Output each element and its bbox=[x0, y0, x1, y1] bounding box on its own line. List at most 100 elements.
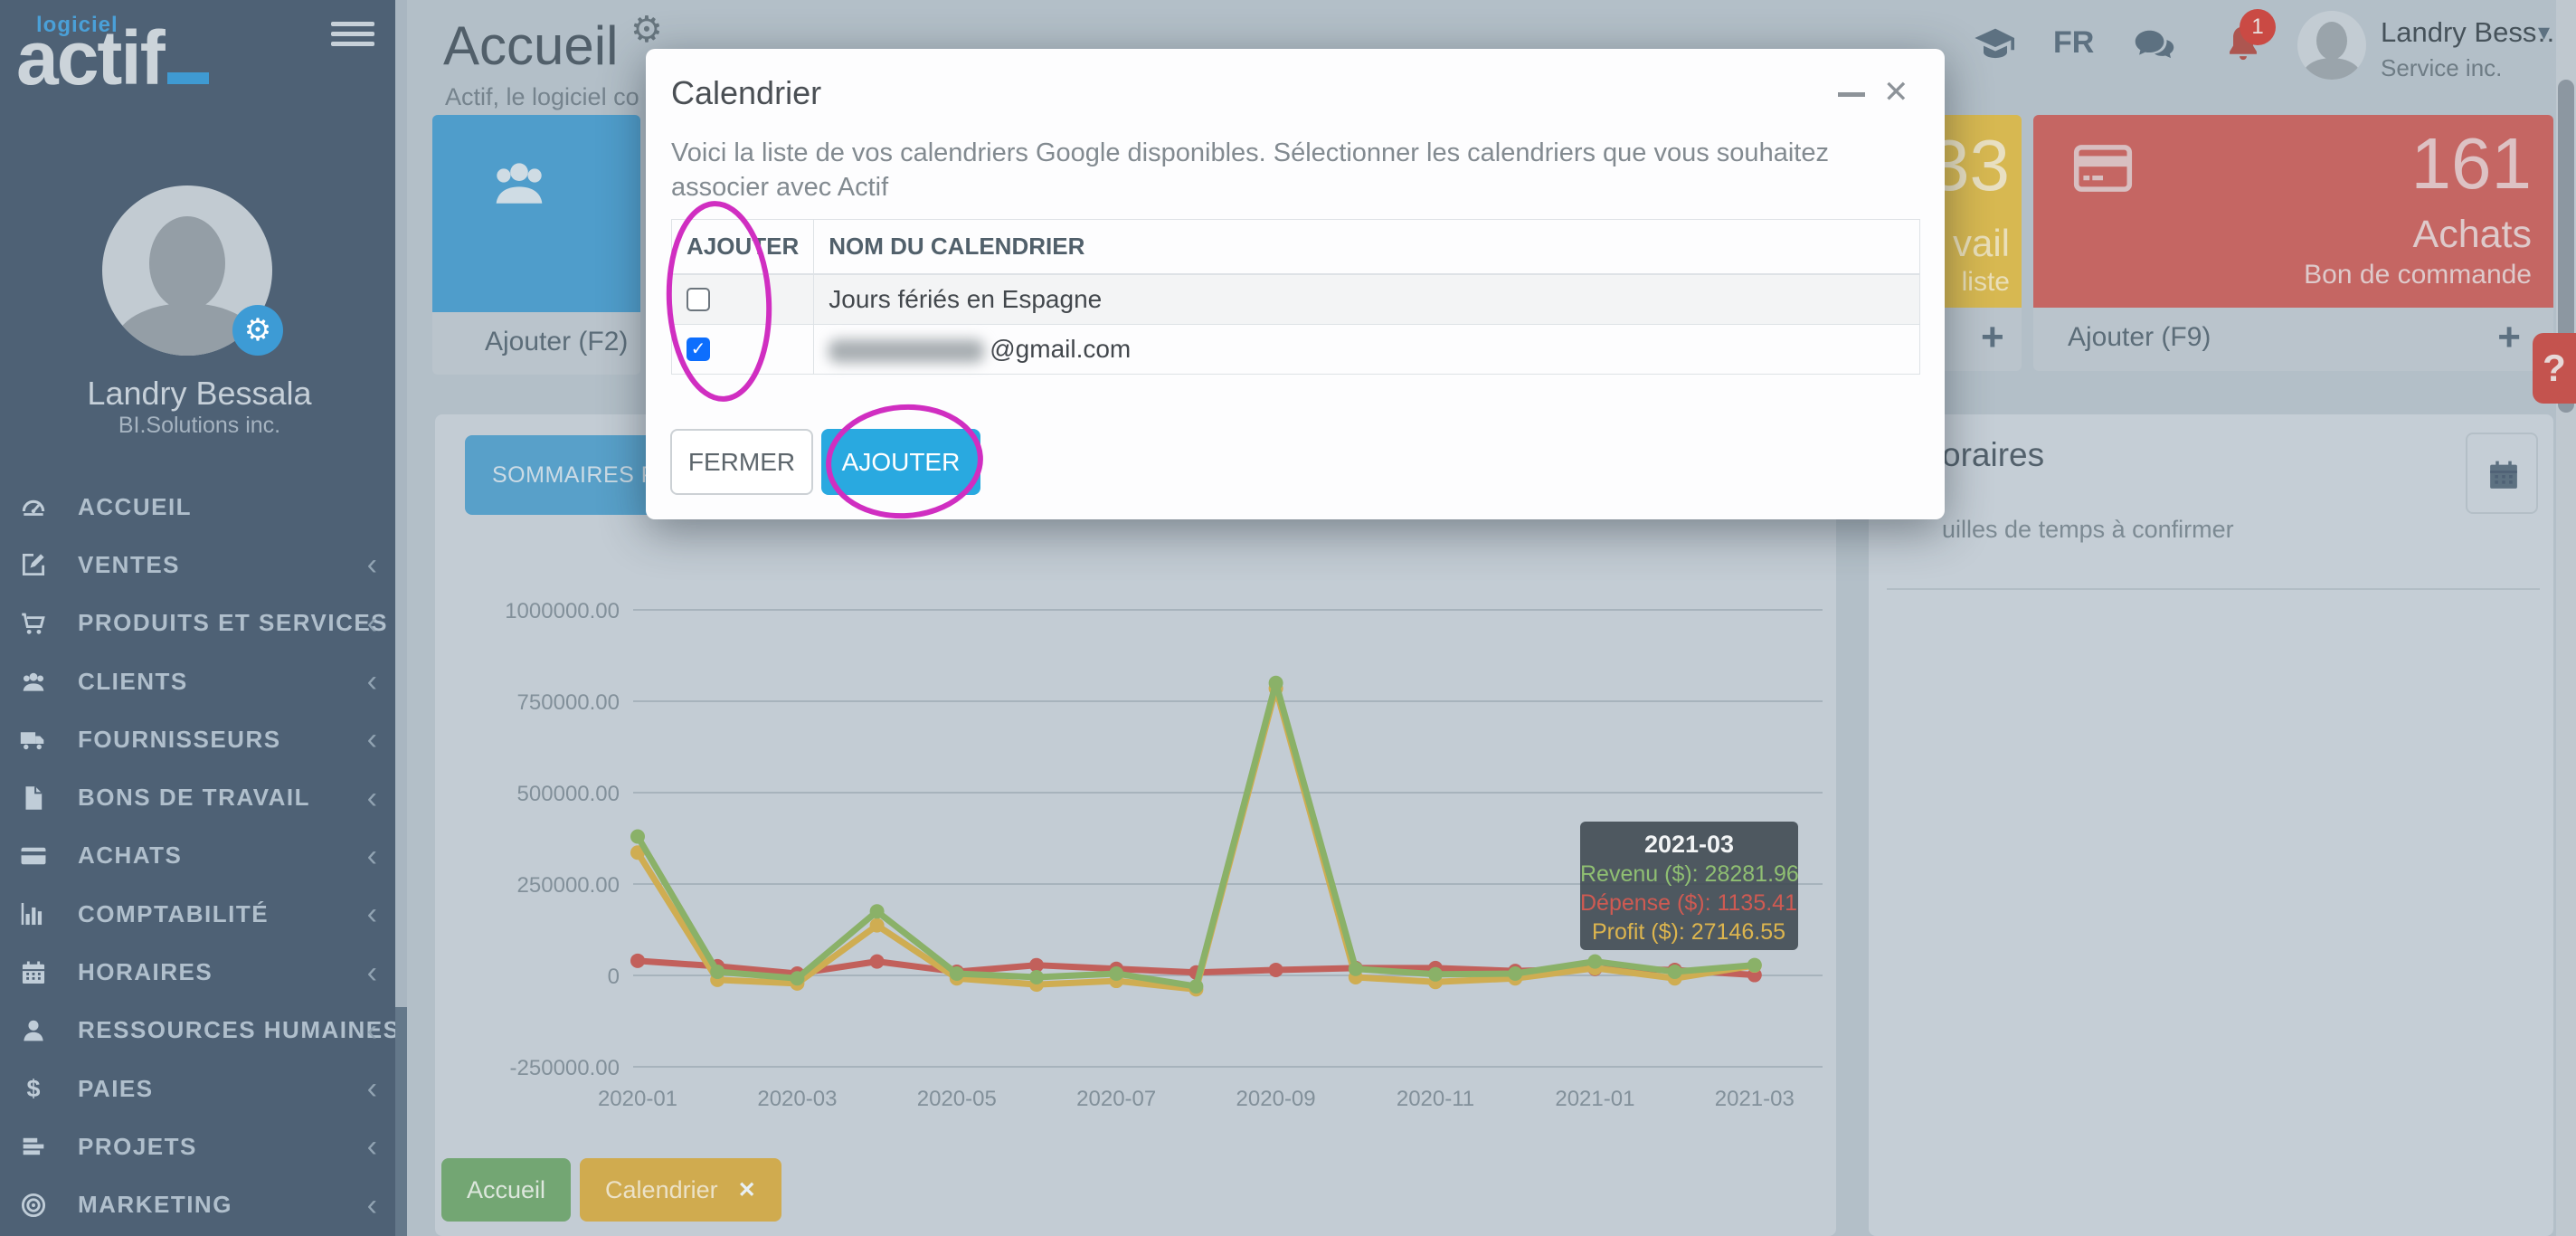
window-tab-accueil[interactable]: Accueil bbox=[441, 1158, 572, 1222]
chevron-left-icon: ‹ bbox=[366, 955, 377, 990]
table-row: ✓ @gmail.com bbox=[670, 324, 1920, 375]
calendar-name-cell: Jours fériés en Espagne bbox=[813, 273, 1920, 325]
fermer-button[interactable]: FERMER bbox=[670, 429, 813, 495]
tab-label: Calendrier bbox=[605, 1175, 718, 1203]
chevron-left-icon: ‹ bbox=[366, 1013, 377, 1048]
achats-title: Achats bbox=[2412, 213, 2532, 256]
sidebar-item-ressources-humaines[interactable]: RESSOURCES HUMAINES ‹ bbox=[0, 1002, 399, 1060]
header-user-company: Service inc. bbox=[2381, 54, 2503, 81]
page-scrollbar[interactable] bbox=[2556, 0, 2576, 1236]
avatar-silhouette-body bbox=[2303, 58, 2361, 80]
chevron-left-icon: ‹ bbox=[366, 722, 377, 757]
messages-button[interactable] bbox=[2131, 22, 2178, 73]
sidebar-item-ventes[interactable]: VENTES ‹ bbox=[0, 536, 399, 594]
horaires-panel-title: oraires bbox=[1942, 436, 2045, 473]
horaires-panel-subtitle: uilles de temps à confirmer bbox=[1942, 516, 2234, 543]
chevron-left-icon: ‹ bbox=[366, 780, 377, 815]
plus-icon[interactable]: + bbox=[1981, 315, 2004, 359]
sidebar-menu: ACCUEIL VENTES ‹ PRODUITS ET SERVICES ‹ CLIEN… bbox=[0, 478, 399, 1234]
sidebar-item-horaires[interactable]: HORAIRES ‹ bbox=[0, 943, 399, 1001]
sidebar-scrollbar[interactable] bbox=[395, 0, 407, 1236]
notifications-button[interactable]: 1 bbox=[2218, 9, 2276, 75]
workorders-sublabel-fragment: liste bbox=[1961, 267, 2010, 297]
achats-card[interactable]: 161 Achats Bon de commande bbox=[2033, 115, 2553, 308]
clients-card[interactable] bbox=[432, 115, 640, 312]
sidebar-toggle-button[interactable] bbox=[331, 22, 374, 52]
add-achat-label: Ajouter (F9) bbox=[2068, 322, 2211, 352]
sidebar-user-name: Landry Bessala bbox=[87, 375, 312, 412]
sidebar-item-comptabilit-[interactable]: COMPTABILITÉ ‹ bbox=[0, 885, 399, 943]
help-button[interactable]: ? bbox=[2533, 333, 2576, 404]
tooltip-title: 2021-03 bbox=[1643, 831, 1735, 858]
calendar-icon bbox=[2490, 461, 2517, 489]
credit-card-icon bbox=[2073, 145, 2133, 192]
sidebar-item-projets[interactable]: PROJETS ‹ bbox=[0, 1117, 399, 1175]
tutorials-button[interactable] bbox=[1972, 22, 2019, 73]
minimize-icon[interactable] bbox=[1838, 92, 1865, 97]
sidebar-item-clients[interactable]: CLIENTS ‹ bbox=[0, 652, 399, 710]
chat-bubbles-icon bbox=[2135, 30, 2174, 59]
plus-icon[interactable]: + bbox=[2497, 315, 2521, 359]
sidebar-item-accueil[interactable]: ACCUEIL bbox=[0, 478, 399, 536]
checkbox-checked[interactable]: ✓ bbox=[687, 338, 710, 361]
close-icon[interactable]: ✕ bbox=[1883, 75, 1909, 109]
notification-badge: 1 bbox=[2240, 9, 2276, 45]
workorders-label-fragment: vail bbox=[1952, 222, 2010, 264]
file-icon bbox=[18, 783, 49, 813]
chevron-left-icon: ‹ bbox=[366, 664, 377, 699]
tab-close-icon[interactable]: ✕ bbox=[737, 1177, 756, 1203]
sidebar-item-produits-et-services[interactable]: PRODUITS ET SERVICES ‹ bbox=[0, 594, 399, 652]
horaires-calendar-button[interactable] bbox=[2466, 433, 2538, 514]
sidebar-item-label: HORAIRES bbox=[78, 958, 213, 986]
users-icon bbox=[496, 163, 543, 204]
page-scrollbar-thumb[interactable] bbox=[2558, 80, 2574, 413]
sidebar-item-label: PROJETS bbox=[78, 1132, 197, 1160]
chevron-left-icon: ‹ bbox=[366, 838, 377, 873]
ajouter-button[interactable]: AJOUTER bbox=[821, 429, 980, 495]
sidebar-item-fournisseurs[interactable]: FOURNISSEURS ‹ bbox=[0, 710, 399, 768]
sidebar-item-label: FOURNISSEURS bbox=[78, 725, 281, 753]
profile-settings-gear-icon[interactable]: ⚙ bbox=[232, 305, 283, 356]
chevron-left-icon: ‹ bbox=[366, 1071, 377, 1107]
sidebar-item-paies[interactable]: $ PAIES ‹ bbox=[0, 1060, 399, 1117]
chevron-left-icon: ‹ bbox=[366, 1187, 377, 1222]
sidebar-item-label: COMPTABILITÉ bbox=[78, 899, 270, 927]
dashboard-icon bbox=[18, 491, 49, 522]
credit-card-icon bbox=[18, 841, 49, 871]
sidebar-item-marketing[interactable]: MARKETING ‹ bbox=[0, 1176, 399, 1234]
bar-chart-icon bbox=[18, 898, 49, 929]
tooltip-line: Dépense ($): 1135.41 bbox=[1580, 890, 1797, 916]
sidebar-scrollbar-thumb[interactable] bbox=[395, 0, 407, 1007]
table-header-ajouter: AJOUTER bbox=[670, 219, 815, 275]
calendar-table: AJOUTER NOM DU CALENDRIER Jours fériés e… bbox=[670, 219, 1920, 375]
tab-label: Accueil bbox=[467, 1175, 546, 1203]
checkbox-unchecked[interactable] bbox=[687, 288, 710, 311]
logo-underscore bbox=[166, 72, 209, 84]
chevron-down-icon: ▾ bbox=[2538, 18, 2551, 45]
add-client-bar[interactable]: Ajouter (F2) bbox=[432, 312, 640, 375]
sidebar-user-company: BI.Solutions inc. bbox=[118, 413, 281, 438]
cart-icon bbox=[18, 608, 49, 639]
modal-description: Voici la liste de vos calendriers Google… bbox=[671, 138, 1829, 202]
sidebar-item-label: ACHATS bbox=[78, 841, 183, 870]
header-user-menu[interactable]: Landry Bess… bbox=[2381, 16, 2565, 48]
sidebar-item-bons-de-travail[interactable]: BONS DE TRAVAIL ‹ bbox=[0, 768, 399, 826]
page-settings-gear-icon[interactable]: ⚙ bbox=[630, 10, 663, 50]
calendar-name-cell: @gmail.com bbox=[813, 324, 1920, 375]
sidebar-item-achats[interactable]: ACHATS ‹ bbox=[0, 827, 399, 885]
add-achat-bar[interactable]: Ajouter (F9) + bbox=[2033, 308, 2553, 371]
language-selector[interactable]: FR bbox=[2053, 25, 2095, 60]
horaires-panel bbox=[1869, 414, 2553, 1236]
sidebar-item-label: CLIENTS bbox=[78, 667, 188, 695]
achats-count: 161 bbox=[2410, 123, 2532, 204]
header-avatar[interactable] bbox=[2297, 11, 2366, 80]
sidebar-item-label: VENTES bbox=[78, 550, 181, 578]
chevron-left-icon: ‹ bbox=[366, 547, 377, 583]
pencil-square-icon bbox=[18, 549, 49, 580]
graduation-cap-icon bbox=[1975, 28, 2015, 59]
sidebar-item-label: RESSOURCES HUMAINES bbox=[78, 1016, 401, 1044]
chevron-left-icon: ‹ bbox=[366, 1129, 377, 1165]
window-tab-calendrier[interactable]: Calendrier ✕ bbox=[580, 1158, 781, 1222]
dollar-icon: $ bbox=[18, 1073, 49, 1104]
